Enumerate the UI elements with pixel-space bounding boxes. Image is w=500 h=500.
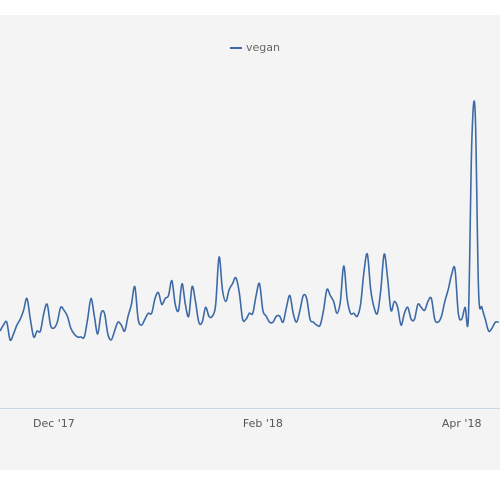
x-tick-label: Dec '17 (33, 417, 75, 430)
plot-background (0, 15, 500, 470)
x-tick-label: Apr '18 (442, 417, 482, 430)
x-tick-label: Feb '18 (243, 417, 283, 430)
legend-label: vegan (246, 41, 280, 54)
line-series (0, 100, 499, 342)
